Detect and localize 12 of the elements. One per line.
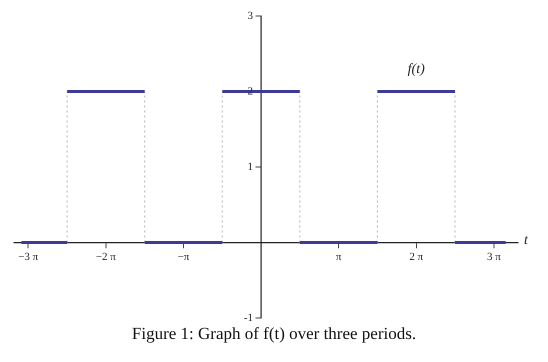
caption: Figure 1: Graph of f(t) over three periods. xyxy=(130,324,418,344)
series-label: f(t) xyxy=(408,62,426,78)
x-tick-label: −π xyxy=(178,250,190,263)
x-tick-label: −3 π xyxy=(18,250,39,263)
x-tick-label: π xyxy=(336,250,342,263)
x-axis-title: t xyxy=(524,233,529,248)
x-tick-label: 2 π xyxy=(409,250,424,263)
x-tick-label: −2 π xyxy=(96,250,116,263)
y-tick-label: 3 xyxy=(248,10,254,22)
y-tick-label: 1 xyxy=(248,160,254,173)
y-tick-label: -1 xyxy=(244,312,254,324)
x-tick-label: 3 π xyxy=(487,250,502,263)
